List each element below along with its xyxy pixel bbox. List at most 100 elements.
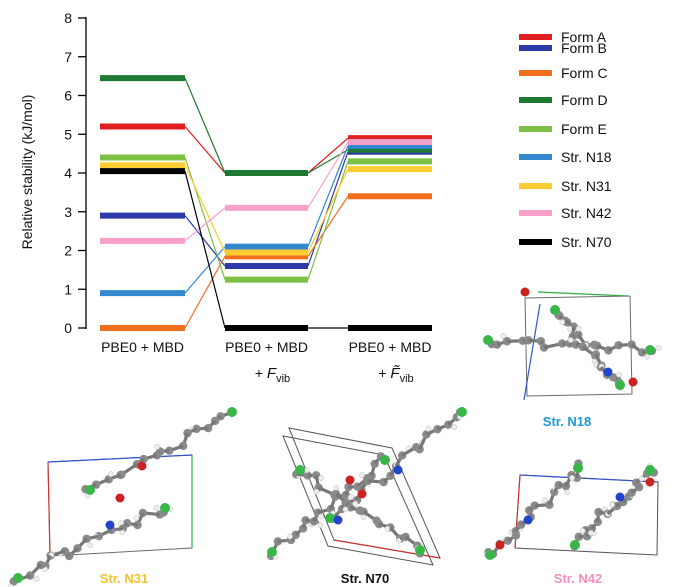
nitrogen-atom	[393, 465, 403, 475]
structure-panel-n18	[483, 287, 662, 401]
series-connector	[184, 256, 226, 329]
hydrogen-atom	[575, 325, 582, 332]
y-tick-label: 8	[64, 10, 72, 26]
y-tick-label: 5	[64, 126, 72, 142]
oxygen-atom	[137, 461, 147, 471]
carbon-atom	[303, 471, 312, 480]
oxygen-atom	[628, 377, 638, 387]
y-tick-label: 3	[64, 204, 72, 220]
series-connector	[184, 157, 226, 280]
chlorine-atom	[550, 305, 560, 315]
unit-cell-edge	[47, 461, 51, 557]
y-axis: 0 1 2 3 4 5 6 7 8	[64, 10, 87, 336]
hydrogen-atom	[347, 494, 354, 501]
hydrogen-atom	[655, 344, 662, 351]
hydrogen-atom	[559, 319, 566, 325]
chlorine-atom	[615, 380, 625, 390]
chlorine-atom	[415, 545, 425, 555]
nitrogen-atom	[333, 515, 343, 525]
series-connector	[307, 168, 349, 253]
carbon-atom	[554, 480, 563, 490]
hydrogen-atom	[451, 424, 457, 430]
chlorine-atom	[160, 503, 170, 513]
hydrogen-atom	[287, 533, 293, 540]
series-connector	[184, 164, 226, 253]
y-tick-label: 4	[64, 165, 72, 181]
hydrogen-atom	[359, 472, 365, 478]
legend-label: Form E	[561, 121, 607, 137]
x-tick-label-term: + Fvib	[255, 365, 290, 385]
unit-cell-edge	[524, 295, 633, 397]
hydrogen-atom	[304, 467, 310, 474]
hydrogen-atom	[154, 444, 160, 450]
chlorine-atom	[485, 550, 495, 560]
series-connector	[184, 207, 226, 242]
hydrogen-atom	[638, 475, 645, 482]
caption-str-n31: Str. N31	[100, 571, 148, 586]
y-tick-label: 7	[64, 49, 72, 65]
chlorine-atom	[483, 335, 493, 345]
series-connector	[184, 77, 226, 174]
series-connector	[307, 145, 349, 247]
unit-cell-edge	[47, 454, 193, 463]
legend-label: Str. N18	[561, 149, 612, 165]
legend-label: Form B	[561, 40, 607, 56]
unit-cell-edge	[47, 454, 193, 557]
nitrogen-atom	[105, 520, 115, 530]
carbon-atom	[571, 340, 581, 349]
series-connector	[307, 141, 349, 209]
series-connectors	[184, 77, 349, 329]
hydrogen-atom	[609, 501, 615, 508]
chlorine-atom	[457, 407, 467, 417]
x-tick-label: PBE0 + MBD	[101, 339, 184, 355]
hydrogen-atom	[153, 504, 160, 511]
hydrogen-atom	[425, 426, 432, 432]
y-tick-label: 6	[64, 88, 72, 104]
hydrogen-atom	[588, 530, 594, 536]
hydrogen-atom	[313, 488, 320, 495]
hydrogen-atom	[542, 497, 548, 504]
hydrogen-atom	[318, 513, 324, 520]
legend-label: Str. N31	[561, 178, 612, 194]
oxygen-atom	[520, 287, 530, 297]
stability-chart: 0 1 2 3 4 5 6 7 8 Relative stability (kJ/mol) PB…	[19, 10, 612, 385]
carbon-atom	[344, 482, 353, 492]
chlorine-atom	[227, 407, 237, 417]
y-tick-label: 2	[64, 243, 72, 259]
hydrogen-atom	[318, 475, 324, 481]
chlorine-atom	[267, 547, 277, 557]
hydrogen-atom	[395, 537, 402, 544]
series-connector	[307, 137, 349, 174]
legend-label: Form A	[561, 29, 607, 45]
unit-cell-edge	[523, 303, 541, 401]
series-connector	[307, 195, 349, 257]
y-tick-label: 0	[64, 320, 72, 336]
hydrogen-atom	[616, 371, 622, 378]
unit-cell-edge	[537, 291, 629, 297]
chlorine-atom	[295, 465, 305, 475]
legend-label: Str. N70	[561, 234, 612, 250]
x-tick-label-term: + F̃vib	[378, 365, 413, 385]
hydrogen-atom	[133, 515, 140, 521]
hydrogen-atom	[567, 337, 574, 343]
nitrogen-atom	[603, 367, 613, 377]
series-connector	[184, 215, 226, 267]
hydrogen-atom	[384, 525, 391, 532]
oxygen-atom	[345, 475, 355, 485]
series-connector	[184, 126, 226, 174]
structure-panel-n31	[7, 407, 237, 587]
structure-panel-n70	[266, 407, 467, 566]
chlorine-atom	[570, 540, 580, 550]
hydrogen-atom	[500, 333, 507, 339]
hydrogen-atom	[108, 471, 114, 478]
hydrogen-atom	[333, 484, 340, 491]
hydrogen-atom	[644, 353, 651, 360]
x-tick-label: PBE0 + MBD	[225, 339, 308, 355]
y-axis-label: Relative stability (kJ/mol)	[19, 95, 35, 250]
oxygen-atom	[645, 477, 655, 487]
legend-label: Form D	[561, 92, 608, 108]
nitrogen-atom	[523, 515, 533, 525]
nitrogen-atom	[615, 492, 625, 502]
